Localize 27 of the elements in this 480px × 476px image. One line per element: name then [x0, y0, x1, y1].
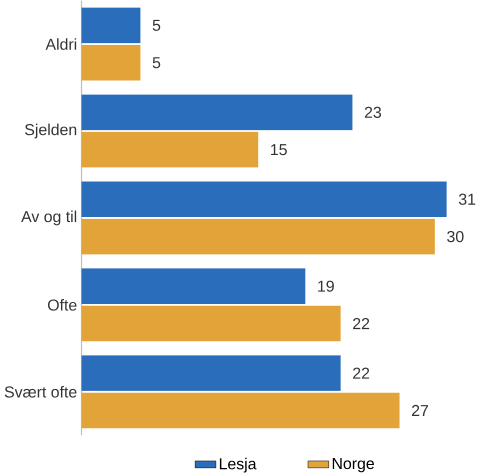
y-tick-label: Ofte [48, 299, 77, 311]
bar [82, 182, 447, 218]
bar [82, 94, 352, 130]
data-label: 19 [318, 280, 334, 292]
data-label: 15 [271, 144, 287, 156]
bar [82, 8, 140, 44]
y-tick-label: Sjelden [25, 124, 76, 138]
data-label: 31 [458, 194, 476, 205]
legend-label: Norge [332, 458, 374, 472]
y-tick-label: Aldri [46, 38, 76, 50]
bar [82, 218, 435, 254]
bar [82, 392, 400, 428]
data-label: 5 [152, 20, 160, 31]
data-label: 22 [353, 368, 370, 379]
data-label: 23 [364, 106, 382, 118]
bar [82, 45, 140, 81]
y-tick-label: Av og til [21, 210, 76, 226]
legend-label: Lesja [220, 458, 257, 473]
data-label: 30 [447, 231, 464, 242]
data-label: 5 [152, 57, 160, 68]
bar [82, 355, 341, 391]
y-tick-label: Svært ofte [4, 386, 76, 398]
bar [82, 306, 341, 342]
data-label: 22 [353, 318, 370, 330]
bar [82, 268, 306, 304]
data-label: 27 [412, 404, 428, 416]
bar [82, 132, 258, 168]
